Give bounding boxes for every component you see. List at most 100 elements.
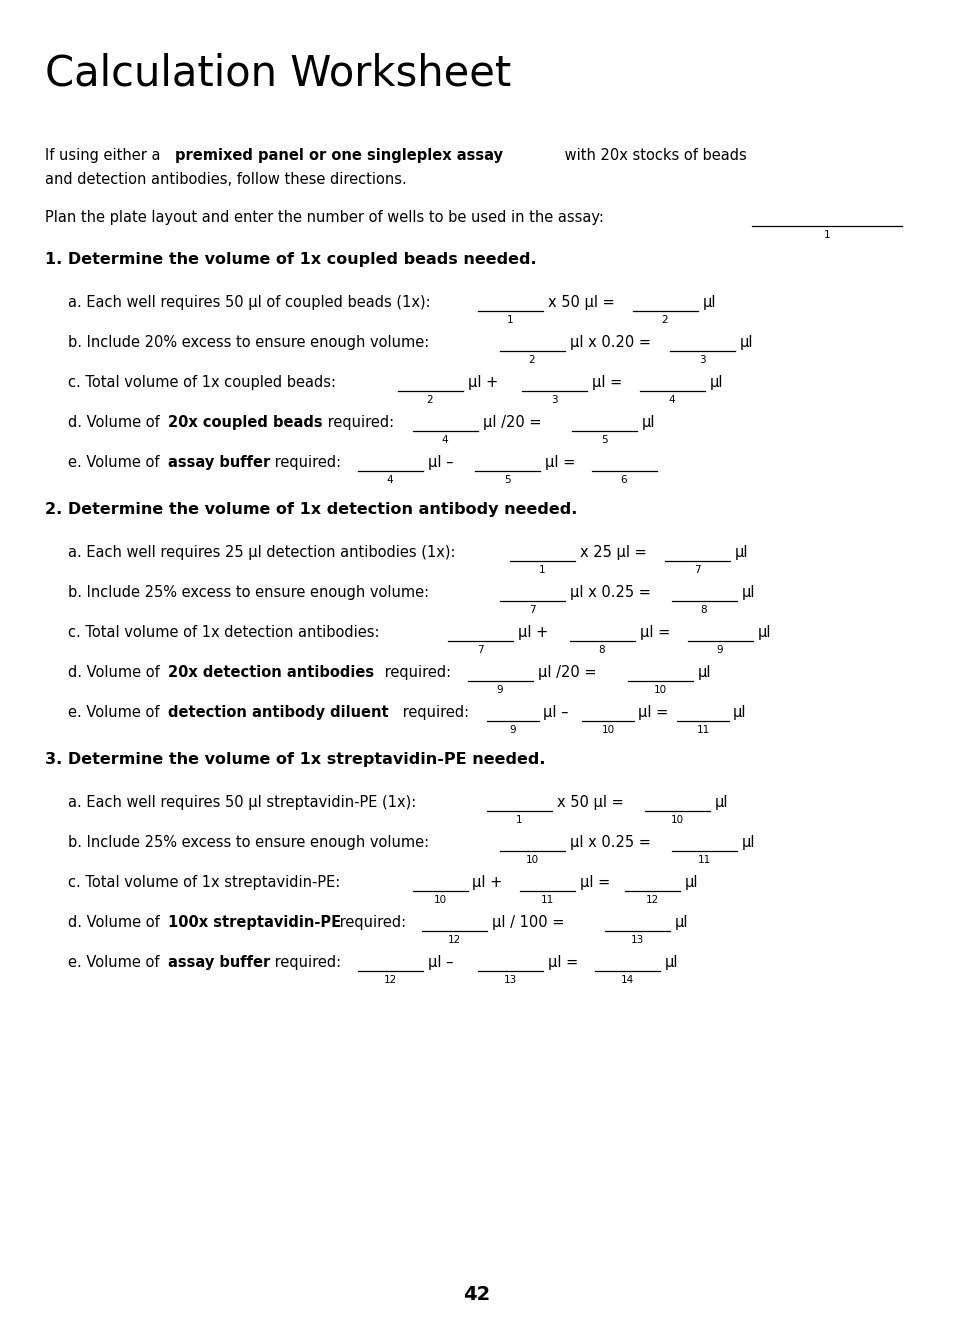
Text: µl: µl	[741, 835, 755, 850]
Text: 11: 11	[696, 725, 709, 735]
Text: b. Include 25% excess to ensure enough volume:: b. Include 25% excess to ensure enough v…	[68, 585, 434, 600]
Text: 9: 9	[716, 645, 722, 655]
Text: µl: µl	[709, 375, 722, 390]
Text: 10: 10	[670, 815, 683, 826]
Text: 12: 12	[447, 935, 460, 945]
Text: µl: µl	[740, 335, 753, 350]
Text: d. Volume of: d. Volume of	[68, 915, 164, 930]
Text: µl +: µl +	[468, 375, 502, 390]
Text: x 50 µl =: x 50 µl =	[547, 295, 618, 310]
Text: 12: 12	[644, 895, 658, 904]
Text: b. Include 20% excess to ensure enough volume:: b. Include 20% excess to ensure enough v…	[68, 335, 434, 350]
Text: µl: µl	[675, 915, 688, 930]
Text: required:: required:	[323, 415, 398, 430]
Text: µl: µl	[732, 705, 745, 720]
Text: 1: 1	[506, 315, 513, 325]
Text: 7: 7	[476, 645, 483, 655]
Text: 7: 7	[693, 565, 700, 574]
Text: 1: 1	[822, 230, 829, 240]
Text: 1. Determine the volume of 1x coupled beads needed.: 1. Determine the volume of 1x coupled be…	[45, 253, 536, 267]
Text: assay buffer: assay buffer	[168, 456, 270, 470]
Text: 20x detection antibodies: 20x detection antibodies	[168, 665, 374, 680]
Text: µl: µl	[714, 795, 728, 810]
Text: required:: required:	[379, 665, 456, 680]
Text: e. Volume of: e. Volume of	[68, 705, 164, 720]
Text: 4: 4	[386, 476, 393, 485]
Text: µl x 0.25 =: µl x 0.25 =	[569, 585, 655, 600]
Text: a. Each well requires 50 µl of coupled beads (1x):: a. Each well requires 50 µl of coupled b…	[68, 295, 435, 310]
Text: 2: 2	[528, 355, 535, 365]
Text: 7: 7	[528, 605, 535, 615]
Text: Plan the plate layout and enter the number of wells to be used in the assay:: Plan the plate layout and enter the numb…	[45, 210, 603, 224]
Text: detection antibody diluent: detection antibody diluent	[168, 705, 388, 720]
Text: µl +: µl +	[472, 875, 506, 890]
Text: µl +: µl +	[517, 625, 553, 640]
Text: µl: µl	[641, 415, 655, 430]
Text: µl x 0.20 =: µl x 0.20 =	[569, 335, 655, 350]
Text: 3: 3	[550, 395, 557, 405]
Text: 13: 13	[503, 975, 517, 985]
Text: 8: 8	[700, 605, 706, 615]
Text: c. Total volume of 1x coupled beads:: c. Total volume of 1x coupled beads:	[68, 375, 340, 390]
Text: d. Volume of: d. Volume of	[68, 415, 164, 430]
Text: 42: 42	[463, 1285, 490, 1304]
Text: 12: 12	[383, 975, 396, 985]
Text: a. Each well requires 50 µl streptavidin-PE (1x):: a. Each well requires 50 µl streptavidin…	[68, 795, 420, 810]
Text: 11: 11	[539, 895, 553, 904]
Text: µl: µl	[741, 585, 755, 600]
Text: 10: 10	[600, 725, 614, 735]
Text: 100x streptavidin-PE: 100x streptavidin-PE	[168, 915, 341, 930]
Text: e. Volume of: e. Volume of	[68, 456, 164, 470]
Text: 3. Determine the volume of 1x streptavidin-PE needed.: 3. Determine the volume of 1x streptavid…	[45, 752, 545, 767]
Text: µl / 100 =: µl / 100 =	[492, 915, 568, 930]
Text: and detection antibodies, follow these directions.: and detection antibodies, follow these d…	[45, 172, 406, 187]
Text: required:: required:	[270, 955, 345, 970]
Text: 9: 9	[497, 685, 503, 695]
Text: µl: µl	[664, 955, 678, 970]
Text: µl –: µl –	[428, 955, 457, 970]
Text: 2: 2	[426, 395, 433, 405]
Text: 11: 11	[697, 855, 710, 864]
Text: required:: required:	[335, 915, 411, 930]
Text: x 50 µl =: x 50 µl =	[557, 795, 628, 810]
Text: 5: 5	[503, 476, 510, 485]
Text: µl x 0.25 =: µl x 0.25 =	[569, 835, 655, 850]
Text: µl: µl	[702, 295, 716, 310]
Text: µl: µl	[734, 545, 748, 560]
Text: d. Volume of: d. Volume of	[68, 665, 164, 680]
Text: 10: 10	[653, 685, 666, 695]
Text: µl –: µl –	[542, 705, 573, 720]
Text: µl =: µl =	[547, 955, 582, 970]
Text: µl =: µl =	[544, 456, 579, 470]
Text: 20x coupled beads: 20x coupled beads	[168, 415, 322, 430]
Text: 6: 6	[620, 476, 627, 485]
Text: 1: 1	[538, 565, 545, 574]
Text: required:: required:	[270, 456, 345, 470]
Text: µl =: µl =	[638, 705, 672, 720]
Text: 5: 5	[600, 436, 607, 445]
Text: 4: 4	[441, 436, 448, 445]
Text: µl /20 =: µl /20 =	[482, 415, 545, 430]
Text: c. Total volume of 1x detection antibodies:: c. Total volume of 1x detection antibodi…	[68, 625, 384, 640]
Text: 14: 14	[619, 975, 633, 985]
Text: µl =: µl =	[639, 625, 674, 640]
Text: assay buffer: assay buffer	[168, 955, 270, 970]
Text: required:: required:	[397, 705, 474, 720]
Text: µl /20 =: µl /20 =	[537, 665, 600, 680]
Text: µl =: µl =	[579, 875, 615, 890]
Text: 1: 1	[516, 815, 521, 826]
Text: a. Each well requires 25 µl detection antibodies (1x):: a. Each well requires 25 µl detection an…	[68, 545, 459, 560]
Text: 8: 8	[598, 645, 604, 655]
Text: µl =: µl =	[592, 375, 626, 390]
Text: b. Include 25% excess to ensure enough volume:: b. Include 25% excess to ensure enough v…	[68, 835, 434, 850]
Text: µl: µl	[698, 665, 711, 680]
Text: 2. Determine the volume of 1x detection antibody needed.: 2. Determine the volume of 1x detection …	[45, 502, 577, 517]
Text: e. Volume of: e. Volume of	[68, 955, 164, 970]
Text: 2: 2	[661, 315, 668, 325]
Text: µl: µl	[684, 875, 698, 890]
Text: 10: 10	[525, 855, 538, 864]
Text: µl: µl	[758, 625, 771, 640]
Text: 4: 4	[668, 395, 675, 405]
Text: 9: 9	[509, 725, 516, 735]
Text: µl –: µl –	[428, 456, 457, 470]
